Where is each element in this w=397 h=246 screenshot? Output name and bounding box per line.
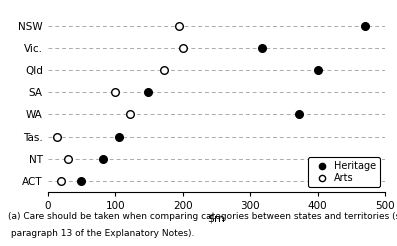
Text: paragraph 13 of the Explanatory Notes).: paragraph 13 of the Explanatory Notes).	[8, 229, 194, 238]
Text: (a) Care should be taken when comparing categories between states and territorie: (a) Care should be taken when comparing …	[8, 212, 397, 221]
Legend: Heritage, Arts: Heritage, Arts	[308, 157, 380, 187]
X-axis label: $m: $m	[207, 214, 225, 224]
